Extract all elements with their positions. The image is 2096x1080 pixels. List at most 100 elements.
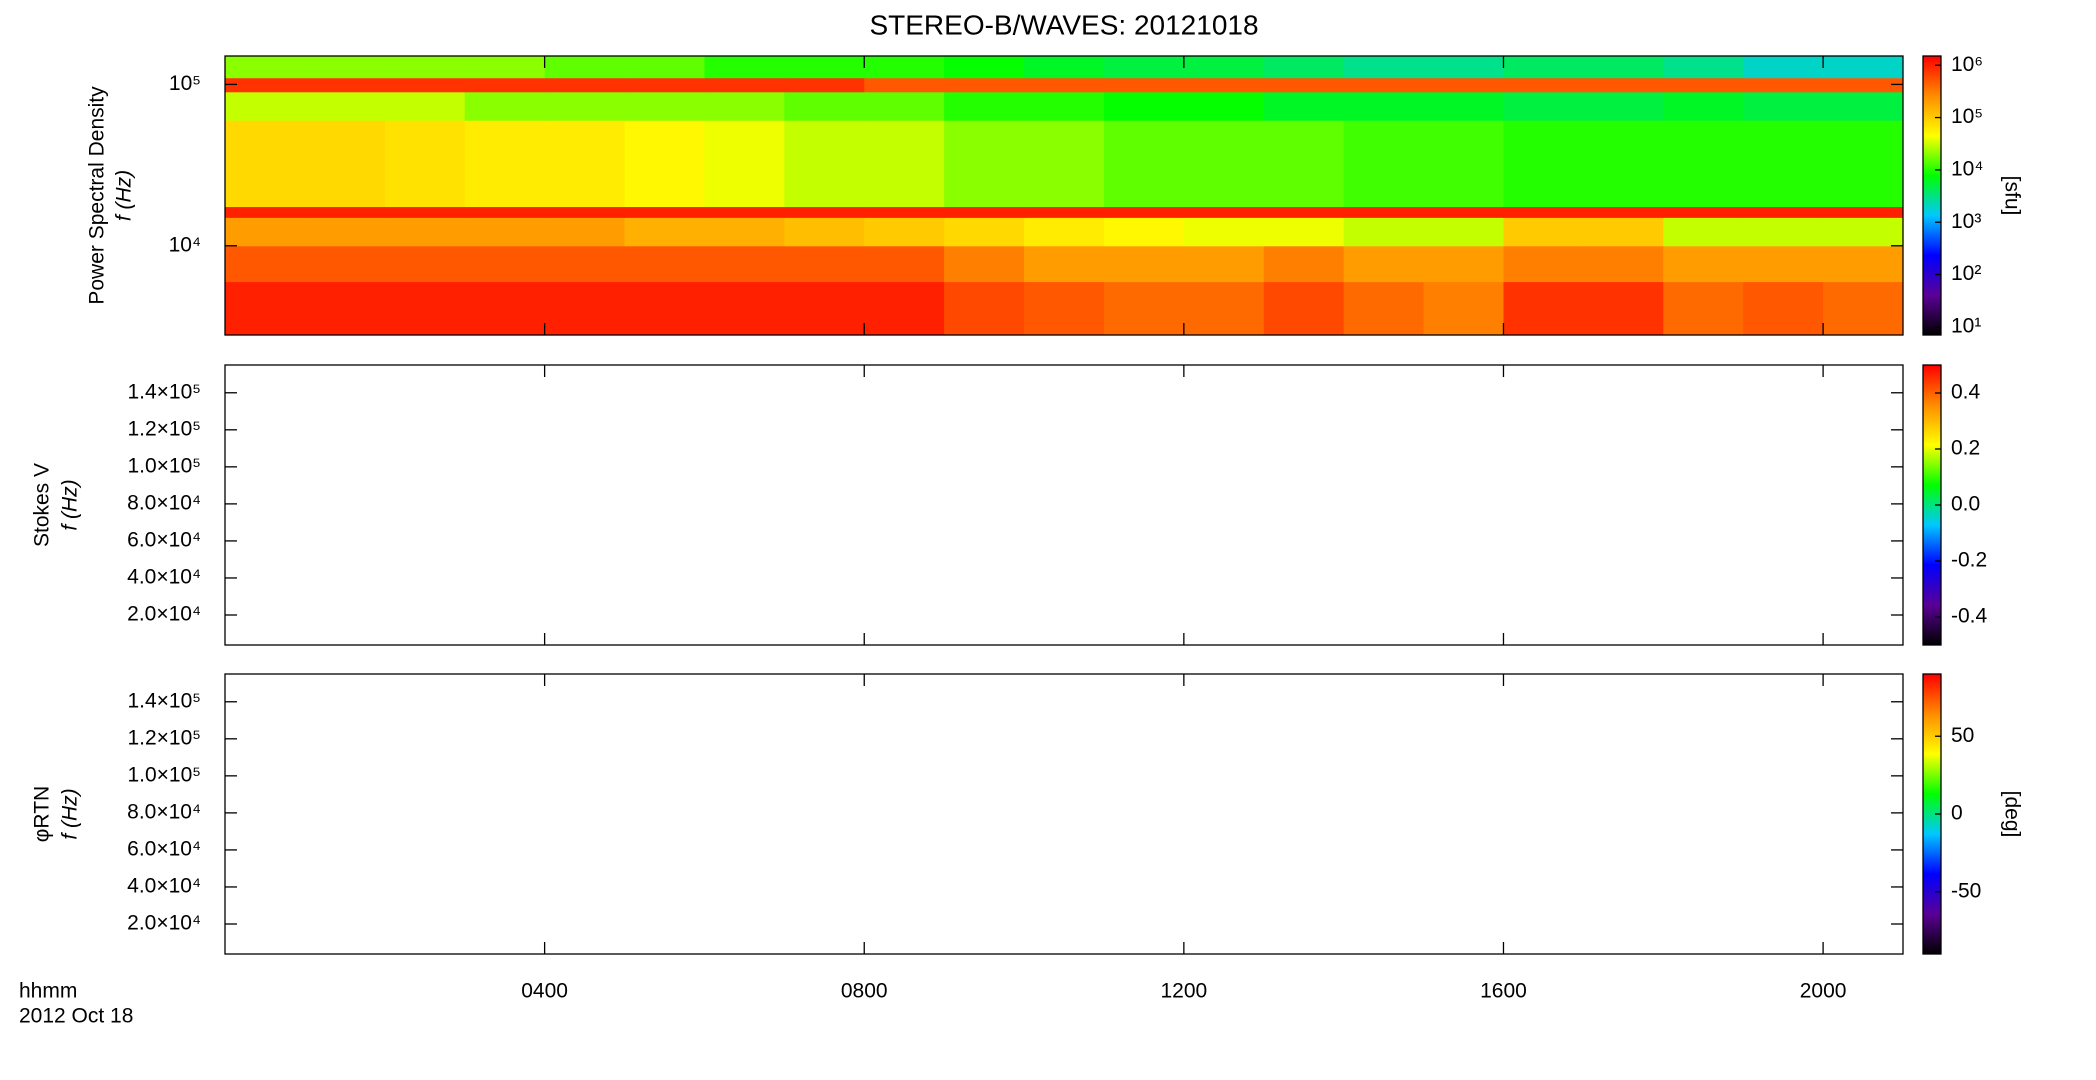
heatmap-cell — [1423, 245, 1504, 283]
y-tick-label: 1.4×10⁵ — [127, 380, 201, 403]
heatmap-cell — [1183, 120, 1265, 208]
heatmap-cell — [464, 56, 546, 79]
y-axis-label: φRTN — [31, 786, 54, 842]
colorbar-tick-label: 0.4 — [1951, 381, 1981, 404]
y-tick-label: 2.0×10⁴ — [127, 912, 201, 935]
heatmap-cell — [384, 56, 466, 79]
heatmap-cell — [225, 281, 306, 336]
heatmap-cell — [1423, 77, 1504, 93]
heatmap-cell — [1743, 120, 1824, 208]
heatmap-cell — [544, 56, 626, 79]
heatmap-cell — [784, 217, 865, 247]
colorbar-tick-label: 10⁶ — [1951, 53, 1983, 76]
y-tick-label: 1.4×10⁵ — [127, 689, 201, 712]
heatmap-cell — [944, 217, 1025, 247]
heatmap-cell — [864, 217, 945, 247]
heatmap-cell — [1503, 206, 1584, 218]
y-tick-label: 4.0×10⁴ — [127, 875, 201, 898]
date-label: 2012 Oct 18 — [19, 1005, 133, 1028]
colorbar-tick-label: -0.4 — [1951, 605, 1988, 628]
heatmap-cell — [1024, 281, 1105, 336]
heatmap-cell — [384, 77, 466, 93]
heatmap-cell — [225, 91, 306, 121]
heatmap-cell — [1583, 91, 1664, 121]
heatmap-cell — [1663, 206, 1744, 218]
y-axis-label: f (Hz) — [59, 788, 82, 839]
heatmap-cell — [464, 245, 546, 283]
heatmap-cell — [1263, 217, 1345, 247]
heatmap-cell — [1343, 77, 1425, 93]
heatmap-cell — [864, 77, 945, 93]
heatmap-cell — [1743, 217, 1824, 247]
heatmap-cell — [1823, 245, 1904, 283]
heatmap-cell — [304, 217, 386, 247]
heatmap-cell — [1343, 56, 1425, 79]
heatmap-cell — [544, 120, 626, 208]
colorbar-tick-label: 10³ — [1951, 210, 1981, 233]
heatmap-cell — [1743, 56, 1824, 79]
heatmap-cell — [544, 77, 626, 93]
plot-frame — [224, 55, 1904, 336]
heatmap-cell — [304, 56, 386, 79]
heatmap-cell — [944, 56, 1025, 79]
heatmap-cell — [544, 206, 626, 218]
heatmap-cell — [1263, 206, 1345, 218]
heatmap-cell — [1663, 77, 1744, 93]
heatmap-cell — [1503, 56, 1584, 79]
heatmap-cell — [1663, 281, 1744, 336]
y-tick-label: 1.2×10⁵ — [127, 417, 201, 440]
heatmap-cell — [1183, 77, 1265, 93]
heatmap-cell — [864, 206, 945, 218]
heatmap-cell — [225, 217, 306, 247]
heatmap-cell — [384, 217, 466, 247]
heatmap-cell — [1024, 120, 1105, 208]
heatmap-cell — [1583, 206, 1664, 218]
heatmap-cell — [1024, 56, 1105, 79]
heatmap-cell — [1423, 56, 1504, 79]
y-tick-label: 6.0×10⁴ — [127, 837, 201, 860]
heatmap-cell — [304, 245, 386, 283]
heatmap-cell — [1823, 91, 1904, 121]
heatmap-cell — [1024, 77, 1105, 93]
heatmap-cell — [464, 217, 546, 247]
heatmap-cell — [384, 245, 466, 283]
heatmap-cell — [1663, 245, 1744, 283]
heatmap-cell — [784, 91, 865, 121]
heatmap-cell — [624, 281, 705, 336]
heatmap-cell — [384, 120, 466, 208]
heatmap-cell — [944, 206, 1025, 218]
heatmap-cell — [1343, 91, 1425, 121]
heatmap-cell — [1103, 281, 1185, 336]
heatmap-cell — [225, 120, 306, 208]
heatmap-cell — [1583, 281, 1664, 336]
colorbar — [1922, 55, 1942, 336]
heatmap-cell — [624, 217, 705, 247]
heatmap-cell — [1103, 245, 1185, 283]
heatmap-cell — [864, 281, 945, 336]
y-tick-label: 8.0×10⁴ — [127, 800, 201, 823]
y-tick-label: 1.2×10⁵ — [127, 726, 201, 749]
heatmap-cell — [1103, 56, 1185, 79]
x-tick-label: 1600 — [1480, 980, 1527, 1003]
heatmap-cell — [464, 206, 546, 218]
heatmap-cell — [1503, 217, 1584, 247]
y-tick-label: 1.0×10⁵ — [127, 763, 201, 786]
heatmap-cell — [1823, 120, 1904, 208]
heatmap-cell — [225, 245, 306, 283]
heatmap-cell — [1503, 245, 1584, 283]
heatmap-cell — [1343, 245, 1425, 283]
heatmap-cell — [944, 91, 1025, 121]
heatmap-cell — [1423, 281, 1504, 336]
heatmap-cell — [624, 206, 705, 218]
heatmap-cell — [1503, 91, 1584, 121]
heatmap-cell — [1743, 206, 1824, 218]
heatmap-cell — [1823, 77, 1904, 93]
heatmap-cell — [1583, 217, 1664, 247]
heatmap-cell — [1183, 206, 1265, 218]
heatmap-cell — [1343, 281, 1425, 336]
y-tick-label: 10⁵ — [169, 72, 201, 95]
heatmap-cell — [464, 91, 546, 121]
heatmap-cell — [544, 217, 626, 247]
plot-frame — [224, 364, 1904, 646]
heatmap-cell — [864, 91, 945, 121]
